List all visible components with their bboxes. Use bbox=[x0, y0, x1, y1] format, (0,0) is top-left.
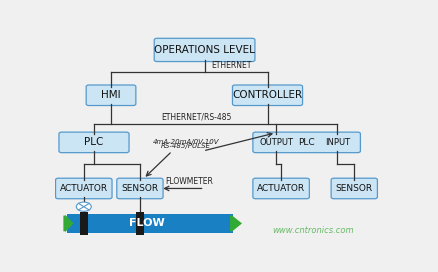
FancyBboxPatch shape bbox=[117, 178, 162, 199]
Bar bbox=[136, 212, 143, 235]
FancyBboxPatch shape bbox=[252, 132, 360, 153]
Text: INPUT: INPUT bbox=[324, 138, 349, 147]
Text: OUTPUT: OUTPUT bbox=[258, 138, 292, 147]
Text: HMI: HMI bbox=[101, 90, 120, 100]
FancyBboxPatch shape bbox=[252, 178, 309, 199]
FancyArrow shape bbox=[230, 215, 241, 232]
Text: ACTUATOR: ACTUATOR bbox=[257, 184, 304, 193]
Text: PLC: PLC bbox=[298, 138, 314, 147]
Text: ETHERNET: ETHERNET bbox=[211, 61, 251, 70]
Text: PLC: PLC bbox=[84, 137, 103, 147]
Text: SENSOR: SENSOR bbox=[335, 184, 372, 193]
FancyBboxPatch shape bbox=[232, 85, 302, 106]
Text: OPERATIONS LEVEL: OPERATIONS LEVEL bbox=[154, 45, 254, 55]
Text: ACTUATOR: ACTUATOR bbox=[60, 184, 108, 193]
Circle shape bbox=[76, 202, 91, 211]
Text: FLOW: FLOW bbox=[129, 218, 164, 228]
Text: ETHERNET/RS-485: ETHERNET/RS-485 bbox=[161, 113, 232, 122]
Text: www.cntronics.com: www.cntronics.com bbox=[272, 226, 353, 235]
FancyBboxPatch shape bbox=[154, 38, 254, 61]
Text: FLOWMETER: FLOWMETER bbox=[165, 177, 213, 186]
FancyBboxPatch shape bbox=[56, 178, 112, 199]
FancyBboxPatch shape bbox=[59, 132, 129, 153]
Bar bbox=[67, 214, 233, 233]
Bar bbox=[80, 212, 87, 235]
Text: SENSOR: SENSOR bbox=[121, 184, 158, 193]
Text: RS-485/PULSE: RS-485/PULSE bbox=[161, 143, 210, 149]
Text: CONTROLLER: CONTROLLER bbox=[232, 90, 302, 100]
Text: 4mA-20mA/0V-10V: 4mA-20mA/0V-10V bbox=[152, 138, 219, 144]
FancyBboxPatch shape bbox=[86, 85, 135, 106]
FancyArrow shape bbox=[63, 215, 74, 232]
FancyBboxPatch shape bbox=[330, 178, 377, 199]
